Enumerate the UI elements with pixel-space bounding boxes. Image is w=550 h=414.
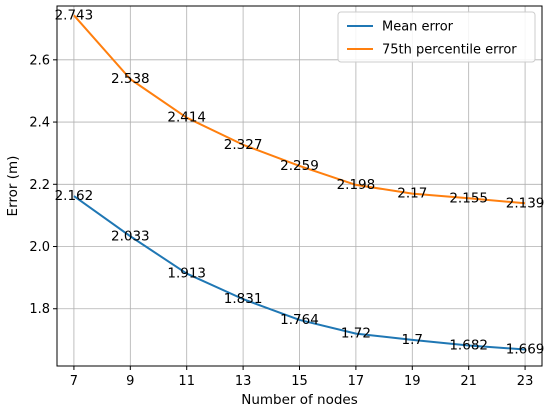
data-label: 2.198 xyxy=(337,177,376,193)
data-label: 2.162 xyxy=(55,188,94,204)
data-label: 2.139 xyxy=(506,195,545,211)
x-tick-label: 7 xyxy=(70,374,78,389)
data-label: 2.743 xyxy=(55,7,94,23)
data-label: 1.682 xyxy=(449,337,488,353)
y-axis-title: Error (m) xyxy=(5,156,21,217)
data-label: 2.155 xyxy=(449,190,488,206)
x-tick-label: 17 xyxy=(348,374,365,389)
x-tick-label: 9 xyxy=(126,374,134,389)
data-label-layer: 2.162 2.033 1.913 1.831 1.764 1.72 1.7 1.682 1.6… xyxy=(55,7,545,357)
y-tick-label: 2.4 xyxy=(29,116,50,131)
data-label: 2.033 xyxy=(111,228,150,244)
data-label: 1.7 xyxy=(402,332,423,348)
data-label: 2.327 xyxy=(224,137,263,153)
legend-label: 75th percentile error xyxy=(382,43,517,58)
data-label: 1.764 xyxy=(280,312,319,328)
y-tick-label: 2.0 xyxy=(29,240,50,255)
data-label: 2.538 xyxy=(111,71,150,87)
data-label: 1.831 xyxy=(224,291,263,307)
data-label: 2.17 xyxy=(397,186,427,202)
data-label: 1.913 xyxy=(167,266,206,282)
x-tick-label: 13 xyxy=(235,374,252,389)
x-tick-label: 19 xyxy=(404,374,421,389)
legend: Mean error 75th percentile error xyxy=(337,11,536,63)
data-label: 1.669 xyxy=(506,342,545,358)
series-layer xyxy=(73,14,526,351)
y-tick-label: 2.6 xyxy=(29,53,50,68)
data-label: 2.259 xyxy=(280,158,319,174)
y-tick-label: 1.8 xyxy=(29,302,50,317)
legend-label: Mean error xyxy=(382,20,454,35)
data-label: 2.414 xyxy=(167,110,206,126)
x-tick-label: 15 xyxy=(291,374,308,389)
legend-box xyxy=(337,11,536,63)
x-tick-label: 23 xyxy=(517,374,534,389)
x-tick-label: 11 xyxy=(178,374,195,389)
data-label: 1.72 xyxy=(341,326,371,342)
x-tick-label: 21 xyxy=(460,374,477,389)
y-tick-label: 2.2 xyxy=(29,178,50,193)
x-axis-title: Number of nodes xyxy=(241,392,358,408)
tick-layer: 7 9 11 13 15 17 19 21 23 1.8 2.0 2.2 2.4 2.6 xyxy=(29,53,533,389)
